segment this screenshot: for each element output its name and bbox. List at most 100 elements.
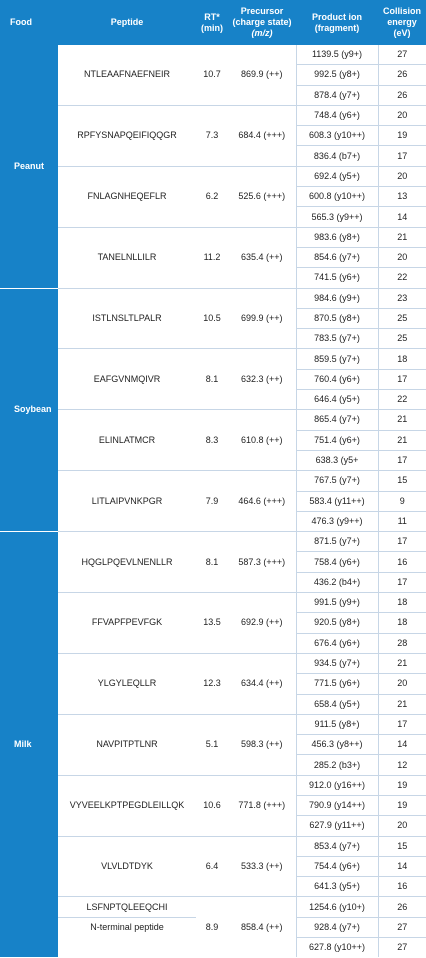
table-row: 854.6 (y7+) 20 [0,247,426,269]
collision-energy-cell: 26 [377,64,426,86]
peptide-cell: VYVEELKPTPEGDLEILLQK [58,775,196,837]
peptide-cell: NAVPITPTLNR [58,714,196,776]
product-ion-cell: 627.9 (y11++) [295,815,378,837]
precursor-cell: 598.3 (++) [228,714,296,776]
product-ion-header: Product ion (fragment) [296,0,378,45]
collision-energy-cell: 21 [377,653,426,675]
product-ion-cell: 771.5 (y6+) [295,673,378,695]
table-row: 992.5 (y8+) 26 [0,64,426,86]
precursor-cell: 771.8 (+++) [228,775,296,837]
table-row: 676.4 (y6+) 28 [0,633,426,654]
table-row: 565.3 (y9++) 14 [0,206,426,228]
collision-energy-cell: 21 [377,694,426,715]
table-row: 758.4 (y6+) 16 [0,551,426,573]
precursor-cell: 634.4 (++) [228,653,296,715]
collision-energy-cell: 17 [377,450,426,472]
product-ion-cell: 456.3 (y8++) [295,734,378,756]
table-row: VLVLDTDYK 6.4 533.3 (++) 853.4 (y7+) 15 [0,836,426,898]
precursor-cell: 632.3 (++) [228,348,296,411]
table-row: 751.4 (y6+) 21 [0,430,426,451]
peptide-cell: ISTLNSLTLPALR [58,288,196,350]
product-ion-cell: 871.5 (y7+) [295,531,378,553]
precursor-cell: 525.6 (+++) [228,166,296,228]
product-ion-cell: 676.4 (y6+) [295,633,378,654]
rt-cell: 7.9 [196,470,228,533]
collision-energy-cell: 12 [377,754,426,776]
precursor-cell: 699.9 (++) [228,288,296,350]
collision-energy-cell: 20 [377,105,426,127]
table-row: 285.2 (b3+) 12 [0,754,426,776]
precursor-cell: 635.4 (++) [228,227,296,289]
collision-energy-cell: 25 [377,328,426,350]
product-ion-cell: 865.4 (y7+) [295,409,378,431]
collision-energy-cell: 14 [377,734,426,756]
collision-energy-cell: 16 [377,551,426,573]
table-row: 456.3 (y8++) 14 [0,734,426,756]
collision-energy-cell: 26 [377,896,426,918]
collision-energy-cell: 19 [377,775,426,796]
table-row: FNLAGNHEQEFLR 6.2 525.6 (+++) 692.4 (y5+) 20 [0,166,426,228]
collision-energy-cell: 27 [377,45,426,66]
collision-energy-cell: 28 [377,633,426,654]
collision-energy-cell: 23 [377,288,426,309]
product-ion-cell: 836.4 (b7+) [295,145,378,167]
product-ion-cell: 870.5 (y8+) [295,308,378,330]
table-row: 920.5 (y8+) 18 [0,612,426,634]
product-ion-cell: 1139.5 (y9+) [295,45,378,66]
table-row: YLGYLEQLLR 12.3 634.4 (++) 934.5 (y7+) 21 [0,653,426,715]
product-ion-cell: 859.5 (y7+) [295,348,378,370]
rt-header: RT* (min) [196,0,228,45]
collision-energy-cell: 18 [377,612,426,634]
collision-energy-cell: 27 [377,917,426,939]
food-cell: Peanut [0,45,58,289]
precursor-cell: 869.9 (++) [228,45,296,106]
product-ion-cell: 600.8 (y10++) [295,186,378,208]
peptide-cell: FNLAGNHEQEFLR [58,166,196,228]
header-row: Food Peptide RT* (min) Precursor (charge… [0,0,426,45]
peptide-cell: NTLEAAFNAEFNEIR [58,45,196,106]
peptide-cell: HQGLPQEVLNENLLR [58,531,196,594]
precursor-cell: 692.9 (++) [228,592,296,654]
table-row: 771.5 (y6+) 20 [0,673,426,695]
collision-energy-cell: 22 [377,389,426,411]
precursor-cell: 684.4 (+++) [228,105,296,167]
collision-energy-cell: 16 [377,876,426,898]
rt-cell: 11.2 [196,227,228,289]
table-row: 600.8 (y10++) 13 [0,186,426,208]
rt-cell: 13.5 [196,592,228,654]
table-row: 436.2 (b4+) 17 [0,572,426,594]
collision-energy-cell: 17 [377,531,426,553]
collision-energy-cell: 26 [377,85,426,106]
collision-energy-cell: 15 [377,836,426,857]
table-row: 836.4 (b7+) 17 [0,145,426,167]
table-row: 583.4 (y11++) 9 [0,491,426,512]
peptide-header: Peptide [58,0,196,45]
food-header: Food [0,0,58,45]
rt-cell: 8.3 [196,409,228,472]
peptide-cell: RPFYSNAPQEIFIQQGR [58,105,196,167]
product-ion-cell: 748.4 (y6+) [295,105,378,127]
table-row: Milk HQGLPQEVLNENLLR 8.1 587.3 (+++) 871.5 (… [0,531,426,958]
collision-energy-cell: 20 [377,166,426,188]
product-ion-cell: 751.4 (y6+) [295,430,378,451]
collision-energy-cell: 25 [377,308,426,330]
product-ion-cell: 992.5 (y8+) [295,64,378,86]
collision-energy-cell: 20 [377,815,426,837]
collision-energy-cell: 19 [377,125,426,147]
table-row: LITLAIPVNKPGR 7.9 464.6 (+++) 767.5 (y7+) 15 [0,470,426,533]
collision-energy-cell: 21 [377,430,426,451]
product-ion-cell: 767.5 (y7+) [295,470,378,492]
product-ion-cell: 911.5 (y8+) [295,714,378,736]
table-row: 783.5 (y7+) 25 [0,328,426,350]
product-ion-cell: 638.3 (y5+ [295,450,378,472]
precursor-cell: 858.4 (++) [240,921,283,932]
table-row: Soybean ISTLNSLTLPALR 10.5 699.9 (++) 984.6 … [0,288,426,533]
table-row: EAFGVNMQIVR 8.1 632.3 (++) 859.5 (y7+) 18 [0,348,426,411]
product-ion-cell: 476.3 (y9++) [295,511,378,533]
collision-energy-cell: 17 [377,572,426,594]
table-row: 878.4 (y7+) 26 [0,85,426,106]
rt-cell: 12.3 [196,653,228,715]
collision-energy-cell: 17 [377,369,426,391]
collision-energy-cell: 20 [377,247,426,269]
